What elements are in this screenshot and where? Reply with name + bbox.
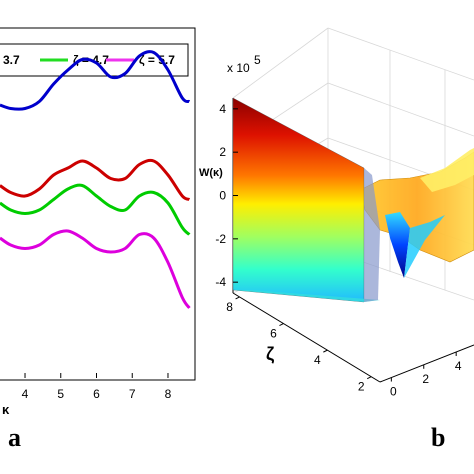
x-tick-label: 2 — [422, 372, 429, 386]
x-tick-label: 4 — [455, 359, 462, 373]
y-tick-mark — [279, 323, 284, 326]
z-tick-label: -2 — [215, 232, 226, 246]
y-tick-label: 8 — [226, 300, 233, 314]
legend-label-1: 3.7 — [3, 53, 20, 67]
panel-a-legend: 3.7 ζ = 4.7 ζ = 5.7 — [0, 43, 189, 77]
panel-b-x-ticks: 0 2 4 — [390, 352, 462, 399]
series-line-2 — [0, 158, 191, 201]
panel-b-z-ticks: -4 -2 0 2 4 — [215, 102, 238, 289]
series-line-1 — [0, 50, 191, 111]
panel-b-x-axis — [379, 344, 474, 383]
surface-floor-ridge — [420, 148, 474, 192]
panel-b-z-scale-exponent: 5 — [254, 53, 261, 67]
x-tick-label: 6 — [93, 387, 100, 401]
surface-dip-edge — [404, 215, 445, 278]
y-tick-mark — [235, 296, 240, 300]
z-tick-label: 2 — [219, 145, 226, 159]
surface-dip — [385, 212, 410, 278]
y-tick-mark — [367, 376, 372, 380]
series-line-3 — [0, 183, 191, 236]
z-tick-label: -4 — [215, 275, 226, 289]
panel-b-chart: -4 -2 0 2 4 2 4 6 8 0 2 4 x 10 5 W(κ) ζ b — [199, 27, 474, 452]
surface-wall-bottom — [233, 290, 380, 302]
series-line-4 — [0, 229, 191, 309]
panel-b-z-scale-label: x 10 — [227, 61, 250, 75]
panel-a-series — [0, 50, 191, 309]
surface-wall-side — [364, 168, 380, 302]
panel-b-z-axis-label: W(κ) — [199, 167, 223, 179]
legend-label-3: ζ = 5.7 — [139, 53, 175, 67]
y-tick-label: 6 — [270, 327, 277, 341]
y-tick-label: 2 — [358, 380, 365, 394]
panel-a-x-ticks: 4 5 6 7 8 — [22, 373, 172, 401]
y-tick-label: 4 — [314, 353, 321, 367]
x-tick-label: 7 — [129, 387, 136, 401]
panel-a-plot-frame — [0, 27, 196, 381]
panel-b-y-axis — [232, 292, 381, 383]
y-tick-mark — [323, 349, 328, 353]
x-tick-label: 4 — [22, 387, 29, 401]
z-tick-label: 0 — [219, 189, 226, 203]
panel-b-y-axis-label: ζ — [266, 344, 274, 365]
panel-a-chart: 3.7 ζ = 4.7 ζ = 5.7 4 5 6 7 8 κ a — [0, 27, 196, 452]
x-tick-label: 0 — [390, 385, 397, 399]
z-tick-label: 4 — [219, 102, 226, 116]
panel-b-y-ticks: 2 4 6 8 — [226, 296, 372, 394]
x-tick-label: 8 — [165, 387, 172, 401]
panel-a-x-axis-label: κ — [2, 402, 10, 417]
panel-b-label: b — [431, 423, 445, 452]
x-tick-label: 5 — [57, 387, 64, 401]
surface-wall — [232, 97, 365, 303]
panel-a-label: a — [8, 423, 21, 452]
